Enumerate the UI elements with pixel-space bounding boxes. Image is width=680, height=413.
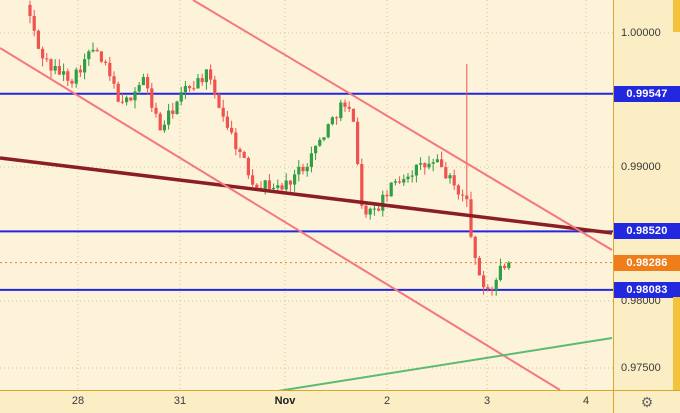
- descending-channel-lines: [0, 0, 613, 390]
- price-axis-label: 0.99000: [621, 161, 661, 173]
- settings-gear-icon[interactable]: ⚙: [640, 394, 654, 410]
- time-axis-label: 3: [483, 395, 491, 407]
- last-price-badge: 0.98286: [614, 254, 680, 271]
- price-axis-label: 0.98000: [621, 295, 661, 307]
- ascending-support-line: [277, 337, 613, 390]
- price-level-badge: 0.99547: [614, 85, 680, 102]
- time-axis-label: 2: [383, 395, 391, 407]
- axis-corner: ⚙: [613, 390, 680, 413]
- price-level-badge: 0.98520: [614, 223, 680, 240]
- price-axis-label: 0.97500: [621, 362, 661, 374]
- time-axis[interactable]: 28 31 Nov 2 3 4: [0, 390, 613, 413]
- price-level-badge: 0.98083: [614, 281, 680, 298]
- grid-lines: [0, 0, 613, 390]
- time-axis-label: Nov: [274, 395, 296, 407]
- time-axis-label: 28: [71, 395, 85, 407]
- support-resistance-lines: [0, 92, 613, 291]
- price-axis-label: 1.00000: [621, 27, 661, 39]
- price-axis[interactable]: 1.00000 0.99000 0.98000 0.97500 0.99547 0.985…: [613, 0, 680, 390]
- time-axis-label: 4: [582, 395, 590, 407]
- candles-series: [28, 0, 511, 296]
- candlestick-chart[interactable]: [0, 0, 613, 390]
- trendline: [0, 156, 613, 235]
- time-axis-label: 31: [173, 395, 187, 407]
- scrollbar-strip-bottom: [673, 297, 680, 390]
- scrollbar-strip-top: [673, 0, 680, 32]
